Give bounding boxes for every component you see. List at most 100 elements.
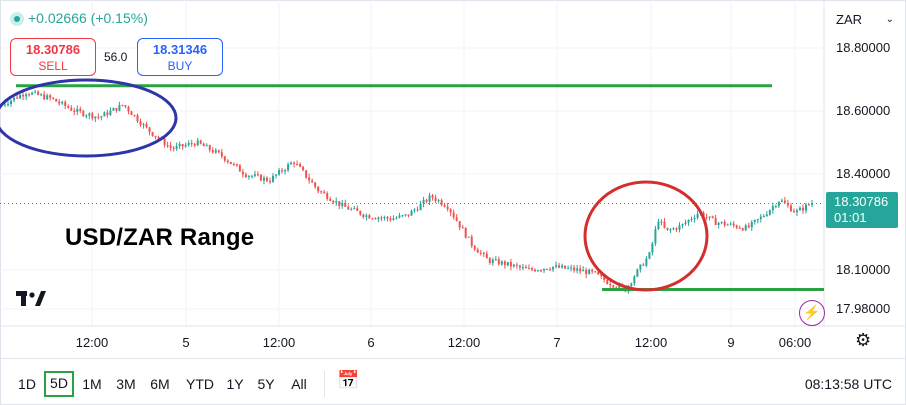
candle-body xyxy=(747,225,750,228)
chart-grid xyxy=(0,0,824,326)
lightning-icon[interactable]: ⚡ xyxy=(799,300,825,326)
candle-body xyxy=(789,205,792,212)
date-range-calendar-icon[interactable]: 📅 xyxy=(337,370,360,390)
settings-gear-icon[interactable]: ⚙ xyxy=(855,330,872,350)
time-axis-label: 5 xyxy=(182,335,190,350)
candle-body xyxy=(299,164,302,167)
candle-body xyxy=(410,210,413,216)
candle-body xyxy=(416,209,419,211)
candle-body xyxy=(636,269,639,277)
time-axis-label: 12:00 xyxy=(634,335,668,350)
candle-body xyxy=(193,144,196,146)
candle-body xyxy=(579,268,582,272)
range-button-6m[interactable]: 6M xyxy=(150,376,170,392)
candle-body xyxy=(600,274,603,276)
candle-body xyxy=(187,143,190,145)
range-button-3m[interactable]: 3M xyxy=(116,376,136,392)
candle-body xyxy=(811,203,813,205)
candle-body xyxy=(645,258,648,266)
candle-body xyxy=(708,216,711,218)
range-button-all[interactable]: All xyxy=(291,376,307,392)
candle-body xyxy=(220,152,223,157)
candle-body xyxy=(672,228,675,230)
candle-body xyxy=(771,206,774,211)
candle-body xyxy=(768,210,771,215)
candle-body xyxy=(250,175,253,177)
candle-body xyxy=(732,223,735,226)
candle-body xyxy=(804,204,807,211)
currency-selector[interactable]: ZAR ⌄ xyxy=(830,7,900,33)
candle-body xyxy=(37,91,40,95)
candle-body xyxy=(302,166,305,171)
candle-body xyxy=(452,212,455,218)
candle-body xyxy=(67,106,70,108)
candle-body xyxy=(181,144,184,147)
candle-body xyxy=(127,106,130,112)
candle-body xyxy=(115,108,118,111)
candle-body xyxy=(497,259,500,265)
candle-body xyxy=(40,94,43,96)
range-button-5y[interactable]: 5Y xyxy=(257,376,275,392)
candle-body xyxy=(305,170,308,178)
time-axis-label: 6 xyxy=(367,335,375,350)
tradingview-logo-icon xyxy=(16,291,46,312)
candle-body xyxy=(172,147,175,149)
candle-body xyxy=(247,175,250,177)
range-button-ytd[interactable]: YTD xyxy=(186,376,214,392)
candle-body xyxy=(801,207,804,211)
candle-body xyxy=(365,215,368,217)
price-axis-label: 18.80000 xyxy=(836,40,891,55)
utc-clock[interactable]: 08:13:58 UTC xyxy=(804,376,892,392)
candle-body xyxy=(639,264,642,270)
candle-body xyxy=(34,91,37,93)
buy-price: 18.31346 xyxy=(152,42,208,57)
candle-body xyxy=(85,115,88,117)
candle-body xyxy=(16,97,19,99)
candle-body xyxy=(401,215,404,217)
candle-body xyxy=(549,269,552,271)
candle-body xyxy=(428,195,431,202)
candle-body xyxy=(10,100,13,104)
candle-body xyxy=(500,261,503,265)
candle-body xyxy=(777,201,780,207)
candle-body xyxy=(437,200,440,202)
candle-body xyxy=(485,253,488,259)
candle-body xyxy=(235,163,238,166)
candle-body xyxy=(434,197,437,201)
price-axis-label: 18.60000 xyxy=(836,103,891,118)
candle-body xyxy=(109,110,112,116)
candle-body xyxy=(73,110,76,112)
candle-body xyxy=(705,217,708,219)
candle-body xyxy=(759,216,762,220)
candle-body xyxy=(467,236,470,238)
buy-label: BUY xyxy=(167,59,193,73)
candle-body xyxy=(488,258,491,263)
candle-body xyxy=(555,265,558,267)
last-price-badge: 18.30786 01:01 xyxy=(826,192,898,228)
buy-button[interactable]: 18.31346 BUY xyxy=(137,38,223,76)
sell-button[interactable]: 18.30786 SELL xyxy=(10,38,96,76)
candle-body xyxy=(798,207,801,211)
candle-body xyxy=(94,116,97,119)
candle-body xyxy=(208,145,211,151)
range-button-1y[interactable]: 1Y xyxy=(226,376,244,392)
candle-body xyxy=(738,227,741,229)
range-ellipse-annotation xyxy=(0,78,178,158)
range-button-1d[interactable]: 1D xyxy=(18,376,36,392)
candle-body xyxy=(750,221,753,228)
candle-body xyxy=(214,150,217,153)
candle-body xyxy=(166,145,169,147)
candle-body xyxy=(585,270,588,275)
candle-body xyxy=(223,156,226,161)
candle-body xyxy=(4,104,7,106)
candle-body xyxy=(404,214,407,216)
candle-body xyxy=(383,216,386,218)
candle-body xyxy=(121,104,124,106)
range-button-5d[interactable]: 5D xyxy=(44,371,74,397)
time-axis-label: 9 xyxy=(727,335,735,350)
candle-body xyxy=(678,225,681,230)
candle-body xyxy=(169,145,172,148)
price-chart[interactable] xyxy=(0,0,906,358)
candle-body xyxy=(558,265,561,268)
range-button-1m[interactable]: 1M xyxy=(82,376,102,392)
